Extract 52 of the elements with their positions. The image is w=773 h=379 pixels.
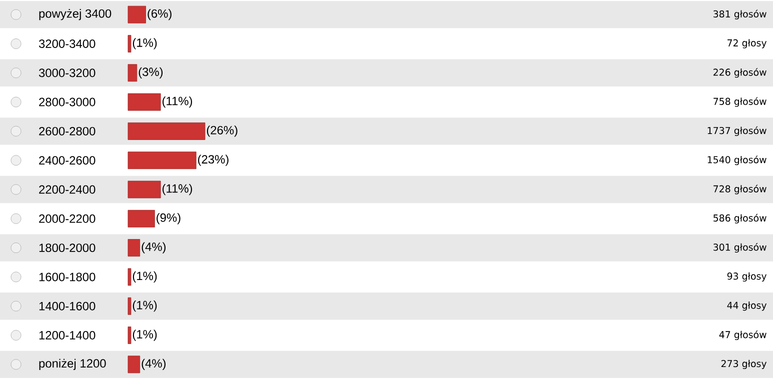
bar [128, 180, 161, 198]
text: 728 głosów [714, 184, 766, 194]
text: 273 głosy [721, 360, 767, 370]
bar [128, 356, 140, 374]
y-tick-label: 1800-2000 [39, 244, 96, 252]
y-tick-label: 1200-1400 [39, 331, 96, 340]
data-label: (26%) [206, 126, 238, 137]
bar [128, 268, 132, 286]
data-label: (11%) [162, 184, 192, 196]
bar [128, 122, 206, 140]
text: 1540 głosów [708, 156, 766, 166]
y-tick-label: 2600-2800 [39, 126, 96, 136]
y-tick-label: powyżej 3400 [39, 9, 112, 20]
data-label: (6%) [148, 9, 172, 20]
data-label: (1%) [132, 330, 157, 341]
text: 586 głosów [714, 214, 766, 224]
bar [128, 93, 161, 111]
y-tick-label: 3200-3400 [38, 40, 96, 48]
bar [128, 297, 132, 315]
data-label: (23%) [198, 154, 228, 166]
data-label: (4%) [142, 242, 166, 254]
data-label: (4%) [142, 358, 166, 370]
text: 226 głosów [713, 68, 766, 78]
data-label: (1%) [132, 38, 157, 50]
y-tick-label: 3000-3200 [38, 68, 96, 78]
y-tick-label: 2800-3000 [39, 98, 96, 106]
bar [128, 64, 138, 82]
data-label: (9%) [156, 213, 180, 224]
bar [128, 6, 146, 24]
text: 93 głosy [727, 272, 767, 282]
y-tick-label: 2400-2600 [39, 156, 96, 165]
data-label: (11%) [162, 96, 192, 108]
y-tick-label: 2200-2400 [39, 185, 96, 194]
data-label: (1%) [132, 271, 157, 283]
y-tick-label: 2000-2200 [39, 214, 96, 223]
bar [128, 152, 196, 170]
text: 381 głosów [714, 10, 766, 20]
data-label: (1%) [132, 300, 157, 312]
text: 72 głosy [728, 39, 767, 48]
y-tick-label: poniżej 1200 [39, 358, 106, 370]
bar [128, 210, 155, 228]
text: 301 głosów [714, 243, 766, 253]
y-tick-label: 1600-1800 [39, 272, 96, 282]
text: 47 głosów [719, 330, 766, 340]
text: 1737 głosów [708, 126, 766, 136]
data-label: (3%) [138, 67, 163, 78]
text: 44 głosy [727, 302, 767, 311]
bar [128, 35, 132, 52]
bar [128, 239, 140, 257]
bar [128, 326, 132, 344]
text: 758 głosów [714, 97, 766, 107]
y-tick-label: 1400-1600 [39, 302, 96, 310]
